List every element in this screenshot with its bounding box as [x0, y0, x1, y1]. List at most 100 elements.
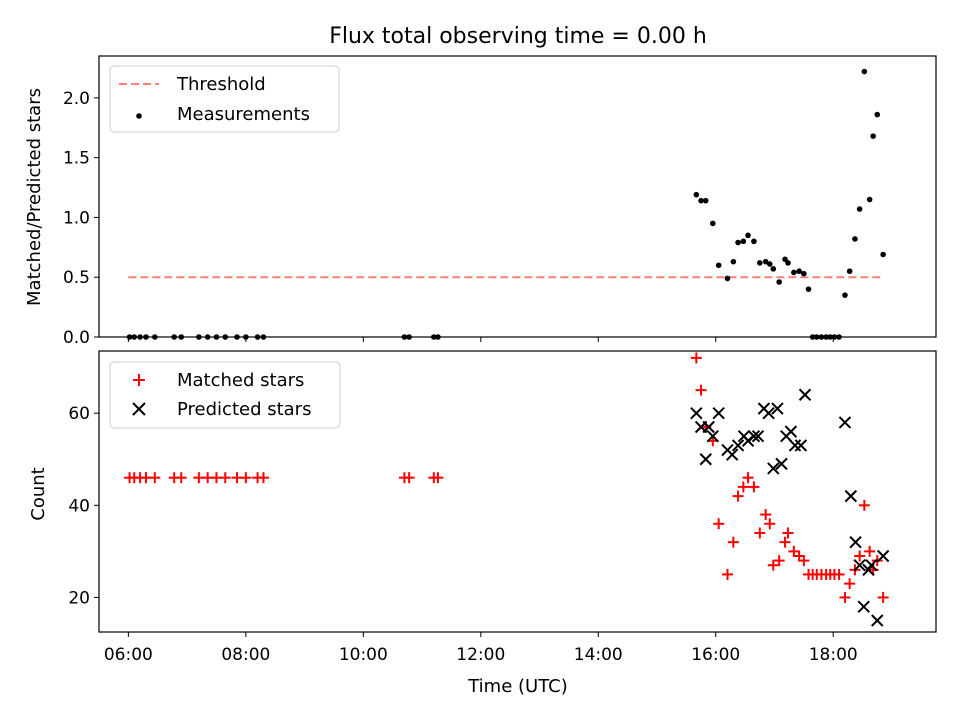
- predicted-star-marker: [762, 406, 775, 420]
- count-panel: 20 40 60 06:00 08:00 10:00 12:00 14:00 16:00 18:…: [28, 350, 937, 697]
- count-x-tick-label: 10:00: [339, 645, 388, 665]
- ratio-y-label: Matched/Predicted stars: [24, 88, 45, 306]
- matched-star-marker: [748, 481, 760, 493]
- count-x-tick-label: 14:00: [574, 645, 623, 665]
- matched-star-marker: [690, 352, 702, 364]
- measurement-point: [801, 270, 807, 277]
- chart-title: Flux total observing time = 0.00 h: [329, 24, 707, 49]
- ratio-legend-box: [109, 65, 340, 133]
- measurement-point: [698, 197, 704, 204]
- measurement-point: [836, 334, 842, 340]
- measurement-point: [213, 334, 220, 340]
- matched-star-marker: [732, 490, 744, 502]
- measurement-point: [730, 258, 737, 265]
- count-x-tick-label: 12:00: [456, 645, 505, 665]
- matched-star-marker: [854, 550, 866, 562]
- matched-star-marker: [767, 559, 779, 571]
- measurement-point: [852, 236, 858, 242]
- matched-star-marker: [175, 472, 187, 484]
- matched-star-marker: [858, 499, 870, 511]
- predicted-star-marker: [725, 448, 739, 461]
- matched-star-marker: [844, 578, 856, 590]
- predicted-star-marker: [747, 430, 761, 443]
- ratio-panel-frame: [98, 55, 937, 338]
- count-legend-box: [109, 361, 341, 429]
- matched-star-marker: [833, 568, 845, 580]
- measurement-point: [791, 269, 797, 276]
- measurement-point: [196, 334, 202, 340]
- measurement-point: [813, 334, 820, 340]
- matched-star-marker: [839, 591, 851, 603]
- measurement-point: [126, 334, 133, 340]
- count-y-tick-label: 20: [68, 588, 90, 608]
- legend-threshold-label: Threshold: [176, 74, 266, 95]
- matched-star-marker: [773, 555, 785, 567]
- measurement-point: [693, 191, 700, 198]
- predicted-star-marker: [702, 420, 715, 434]
- measurement-points: [126, 68, 886, 340]
- matched-star-marker: [779, 536, 791, 548]
- measurement-point: [874, 111, 881, 118]
- measurement-point: [171, 334, 177, 340]
- matched-star-marker: [219, 472, 231, 484]
- measurement-point: [745, 232, 751, 239]
- matched-star-marker: [721, 568, 733, 580]
- count-x-tick-label: 06:00: [104, 645, 153, 665]
- matched-star-marker: [782, 527, 794, 539]
- predicted-star-marker: [706, 430, 720, 443]
- matched-star-marker: [877, 591, 889, 603]
- matched-star-marker: [764, 518, 776, 530]
- measurement-point: [866, 196, 873, 203]
- predicted-star-marker: [784, 425, 798, 438]
- measurement-point: [740, 238, 747, 245]
- legend-matched-label: Matched stars: [177, 370, 304, 391]
- matched-stars-points: [124, 352, 889, 603]
- predicted-star-marker: [731, 439, 745, 452]
- count-panel-frame: [98, 350, 937, 633]
- count-y-tick-label: 60: [68, 404, 90, 424]
- predicted-stars-points: [690, 388, 890, 627]
- measurement-point: [204, 334, 211, 340]
- measurement-point: [131, 334, 138, 340]
- measurement-point: [770, 266, 777, 272]
- predicted-star-marker: [857, 600, 870, 613]
- predicted-star-marker: [871, 614, 884, 627]
- measurement-point: [260, 334, 267, 340]
- measurement-point: [431, 334, 437, 340]
- measurement-point: [861, 68, 868, 75]
- count-y-tick-label: 40: [68, 496, 90, 516]
- predicted-star-marker: [794, 439, 808, 452]
- measurement-point: [856, 206, 863, 212]
- measurement-point: [137, 334, 143, 340]
- predicted-star-marker: [699, 453, 712, 466]
- matched-star-marker: [695, 384, 707, 396]
- measurement-point: [776, 279, 782, 285]
- legend-matched-swatch: [133, 374, 145, 386]
- legend-measurement-swatch: [136, 113, 142, 119]
- measurement-point: [818, 334, 825, 340]
- measurement-point: [234, 334, 240, 340]
- measurement-point: [842, 292, 848, 298]
- measurement-point: [766, 261, 773, 267]
- predicted-star-marker: [788, 439, 802, 452]
- count-legend: Matched stars Predicted stars: [109, 361, 341, 429]
- measurement-point: [401, 334, 408, 340]
- measurement-point: [702, 197, 709, 204]
- measurement-point: [785, 260, 791, 266]
- ratio-legend: Threshold Measurements: [109, 65, 340, 133]
- predicted-star-marker: [798, 388, 812, 401]
- predicted-star-marker: [690, 406, 703, 420]
- legend-predicted-label: Predicted stars: [177, 399, 311, 420]
- matched-star-marker: [240, 472, 252, 484]
- predicted-star-marker: [849, 535, 862, 549]
- count-x-tick-label: 16:00: [691, 645, 740, 665]
- count-y-label: Count: [28, 467, 49, 520]
- measurement-point: [756, 260, 763, 266]
- matched-star-marker: [742, 472, 754, 484]
- matched-star-marker: [149, 472, 161, 484]
- measurement-point: [823, 334, 829, 340]
- measurement-point: [809, 334, 816, 340]
- measurement-point: [751, 238, 757, 245]
- measurement-point: [178, 334, 185, 340]
- matched-star-marker: [737, 481, 749, 493]
